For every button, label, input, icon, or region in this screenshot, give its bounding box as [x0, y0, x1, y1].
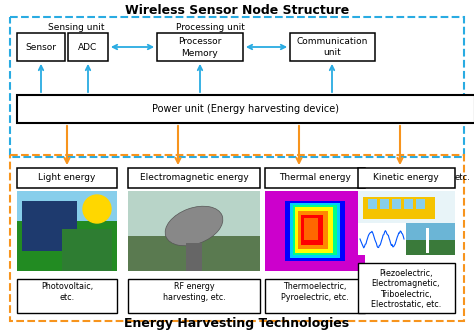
- Bar: [358, 223, 406, 255]
- Bar: [426, 228, 429, 253]
- Bar: [17, 279, 117, 313]
- Bar: [17, 168, 117, 188]
- Bar: [392, 199, 401, 209]
- Bar: [298, 211, 328, 249]
- Bar: [301, 215, 323, 245]
- Bar: [128, 168, 260, 188]
- Text: Thermal energy: Thermal energy: [279, 173, 351, 182]
- Text: RF energy
harvesting, etc.: RF energy harvesting, etc.: [163, 282, 225, 302]
- Bar: [265, 191, 365, 271]
- Text: Sensor: Sensor: [26, 42, 56, 51]
- Bar: [128, 236, 260, 271]
- Bar: [128, 279, 260, 313]
- Text: Light energy: Light energy: [38, 173, 96, 182]
- Bar: [290, 203, 340, 258]
- Text: Sensing unit: Sensing unit: [48, 23, 104, 32]
- Bar: [17, 33, 65, 61]
- Bar: [280, 196, 350, 266]
- Text: Piezoelectric,
Electromagnetic,
Triboelectric,
Electrostatic, etc.: Piezoelectric, Electromagnetic, Triboele…: [371, 269, 441, 309]
- Text: Processor: Processor: [178, 38, 222, 46]
- Text: Electromagnetic energy: Electromagnetic energy: [140, 173, 248, 182]
- Text: Photovoltaic,
etc.: Photovoltaic, etc.: [41, 282, 93, 302]
- Bar: [368, 199, 377, 209]
- Bar: [265, 279, 365, 313]
- Bar: [304, 218, 318, 240]
- Bar: [22, 201, 77, 251]
- Bar: [363, 197, 435, 211]
- Bar: [62, 229, 112, 271]
- Circle shape: [83, 195, 111, 223]
- Bar: [416, 199, 425, 209]
- Bar: [406, 223, 455, 255]
- Bar: [17, 221, 117, 271]
- Text: ADC: ADC: [78, 42, 98, 51]
- Bar: [285, 201, 345, 261]
- Bar: [157, 33, 243, 61]
- Bar: [380, 199, 389, 209]
- Bar: [10, 17, 464, 157]
- Bar: [358, 263, 455, 313]
- Text: Communication
unit: Communication unit: [296, 37, 368, 57]
- Bar: [358, 168, 455, 188]
- Text: Energy Harvesting Technologies: Energy Harvesting Technologies: [125, 318, 349, 331]
- Bar: [186, 243, 202, 271]
- Bar: [10, 155, 464, 321]
- Text: Thermoelectric,
Pyroelectric, etc.: Thermoelectric, Pyroelectric, etc.: [281, 282, 349, 302]
- Text: Kinetic energy: Kinetic energy: [373, 173, 439, 182]
- Text: Wireless Sensor Node Structure: Wireless Sensor Node Structure: [125, 3, 349, 16]
- Text: Power unit (Energy harvesting device): Power unit (Energy harvesting device): [153, 104, 339, 114]
- Bar: [404, 199, 413, 209]
- Bar: [295, 207, 333, 253]
- Bar: [358, 191, 455, 223]
- Bar: [363, 197, 435, 219]
- Text: Memory: Memory: [182, 49, 219, 58]
- Bar: [406, 240, 455, 255]
- Bar: [293, 205, 337, 255]
- Bar: [265, 168, 365, 188]
- Bar: [128, 191, 260, 271]
- Text: etc.: etc.: [454, 173, 470, 182]
- Bar: [290, 33, 375, 61]
- Text: Processing unit: Processing unit: [175, 23, 245, 32]
- Bar: [17, 191, 117, 271]
- Bar: [68, 33, 108, 61]
- Ellipse shape: [165, 206, 223, 246]
- Bar: [17, 95, 474, 123]
